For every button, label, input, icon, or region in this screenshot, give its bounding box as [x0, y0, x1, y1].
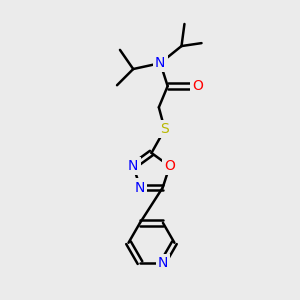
- Text: N: N: [158, 256, 168, 270]
- Text: N: N: [135, 181, 146, 195]
- Text: N: N: [128, 159, 139, 173]
- Text: O: O: [164, 159, 175, 173]
- Text: N: N: [155, 56, 166, 70]
- Text: S: S: [160, 122, 169, 136]
- Text: O: O: [192, 79, 203, 93]
